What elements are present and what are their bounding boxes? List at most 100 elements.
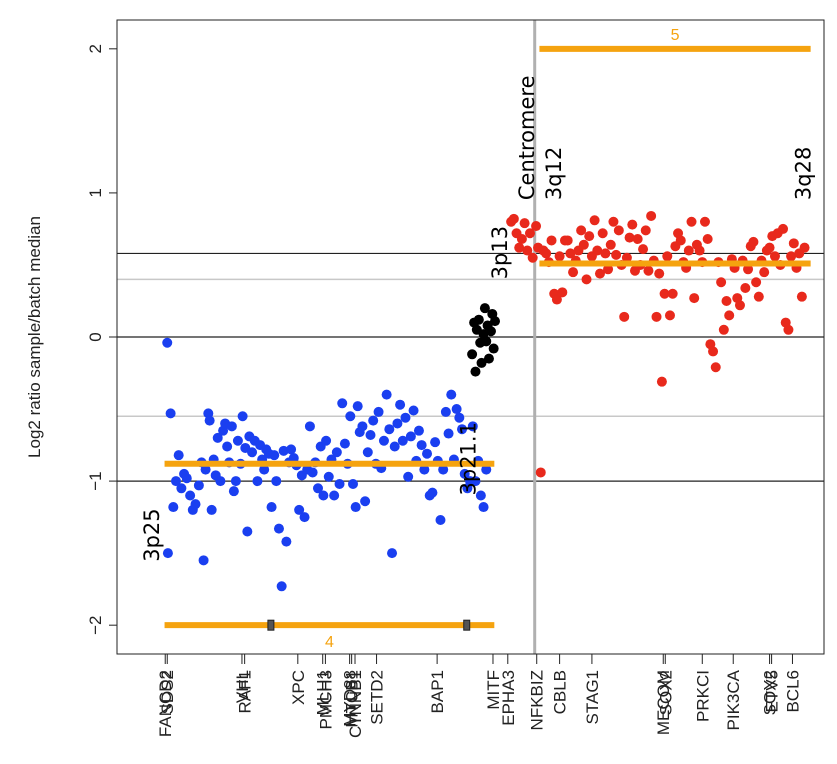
band-label: 3q12 <box>542 147 566 200</box>
data-point <box>603 264 614 275</box>
data-point <box>605 239 616 250</box>
data-point <box>252 476 263 487</box>
gene-label: CBLB <box>551 670 570 714</box>
data-point <box>476 357 487 368</box>
data-point <box>783 324 794 335</box>
data-point <box>475 490 486 501</box>
data-point <box>531 221 542 232</box>
gene-label: PMCH3 <box>316 670 335 730</box>
data-point <box>611 249 622 260</box>
data-point <box>769 251 780 262</box>
gene-label: NFKBIZ <box>528 670 547 730</box>
data-point <box>350 502 361 513</box>
data-point <box>294 504 305 515</box>
data-point <box>654 268 665 279</box>
data-point <box>646 210 657 221</box>
data-point <box>427 487 438 498</box>
data-point <box>339 438 350 449</box>
data-point <box>592 245 603 256</box>
data-point <box>228 486 239 497</box>
data-point <box>206 504 217 515</box>
data-point <box>527 252 538 263</box>
data-point <box>286 444 297 455</box>
data-point <box>489 316 500 327</box>
y-tick-label: −2 <box>86 615 105 634</box>
data-point <box>640 225 651 236</box>
data-point <box>743 264 754 275</box>
data-point <box>318 490 329 501</box>
gene-label: MITF <box>484 670 503 710</box>
data-point <box>357 421 368 432</box>
data-point <box>778 223 789 234</box>
data-point <box>430 437 441 448</box>
data-point <box>675 235 686 246</box>
data-point <box>710 362 721 373</box>
data-point <box>395 399 406 410</box>
gene-label: CTNNB1 <box>346 670 365 738</box>
y-tick-label: −1 <box>86 471 105 490</box>
data-point <box>360 496 371 507</box>
gene-label: SOX2 <box>761 670 780 715</box>
data-point <box>608 216 619 227</box>
data-point <box>419 464 430 475</box>
gene-label: VHL <box>233 670 252 703</box>
data-point <box>751 277 762 288</box>
data-point <box>514 242 525 253</box>
data-point <box>329 490 340 501</box>
data-point <box>190 499 201 510</box>
data-point <box>524 228 535 239</box>
data-point <box>365 429 376 440</box>
data-point <box>454 412 465 423</box>
data-point <box>165 408 176 419</box>
data-point <box>403 471 414 482</box>
y-tick-label: 1 <box>86 188 105 197</box>
data-point <box>337 398 348 409</box>
data-point <box>584 231 595 242</box>
data-point <box>470 366 481 377</box>
data-point <box>168 502 179 513</box>
data-point <box>181 473 192 484</box>
data-point <box>638 244 649 255</box>
data-point <box>557 287 568 298</box>
data-point <box>176 483 187 494</box>
data-point <box>481 464 492 475</box>
data-point <box>381 389 392 400</box>
data-point <box>659 288 670 299</box>
data-point <box>331 447 342 458</box>
data-point <box>443 428 454 439</box>
data-point <box>624 232 635 243</box>
gene-label: MECOM <box>654 670 673 735</box>
data-point <box>185 490 196 501</box>
data-point <box>562 235 573 246</box>
data-point <box>162 548 173 559</box>
data-point <box>387 548 398 559</box>
data-point <box>467 421 478 432</box>
data-point <box>621 252 632 263</box>
data-point <box>451 404 462 415</box>
data-point <box>702 234 713 245</box>
data-point <box>600 248 611 259</box>
data-point <box>576 225 587 236</box>
data-point <box>764 242 775 253</box>
data-point <box>405 431 416 442</box>
data-point <box>546 235 557 246</box>
data-point <box>718 324 729 335</box>
data-point <box>694 245 705 256</box>
data-point <box>488 343 499 354</box>
data-point <box>400 412 411 423</box>
data-point <box>422 448 433 459</box>
data-point <box>788 238 799 249</box>
data-points <box>162 210 810 592</box>
data-point <box>378 435 389 446</box>
data-point <box>226 421 237 432</box>
data-point <box>413 425 424 436</box>
data-point <box>656 376 667 387</box>
gene-label: SOX2 <box>656 670 675 715</box>
gene-label: PRKCI <box>693 670 712 722</box>
band-label: 3q28 <box>792 147 816 200</box>
data-point <box>232 435 243 446</box>
data-point <box>237 411 248 422</box>
data-point <box>724 310 735 321</box>
